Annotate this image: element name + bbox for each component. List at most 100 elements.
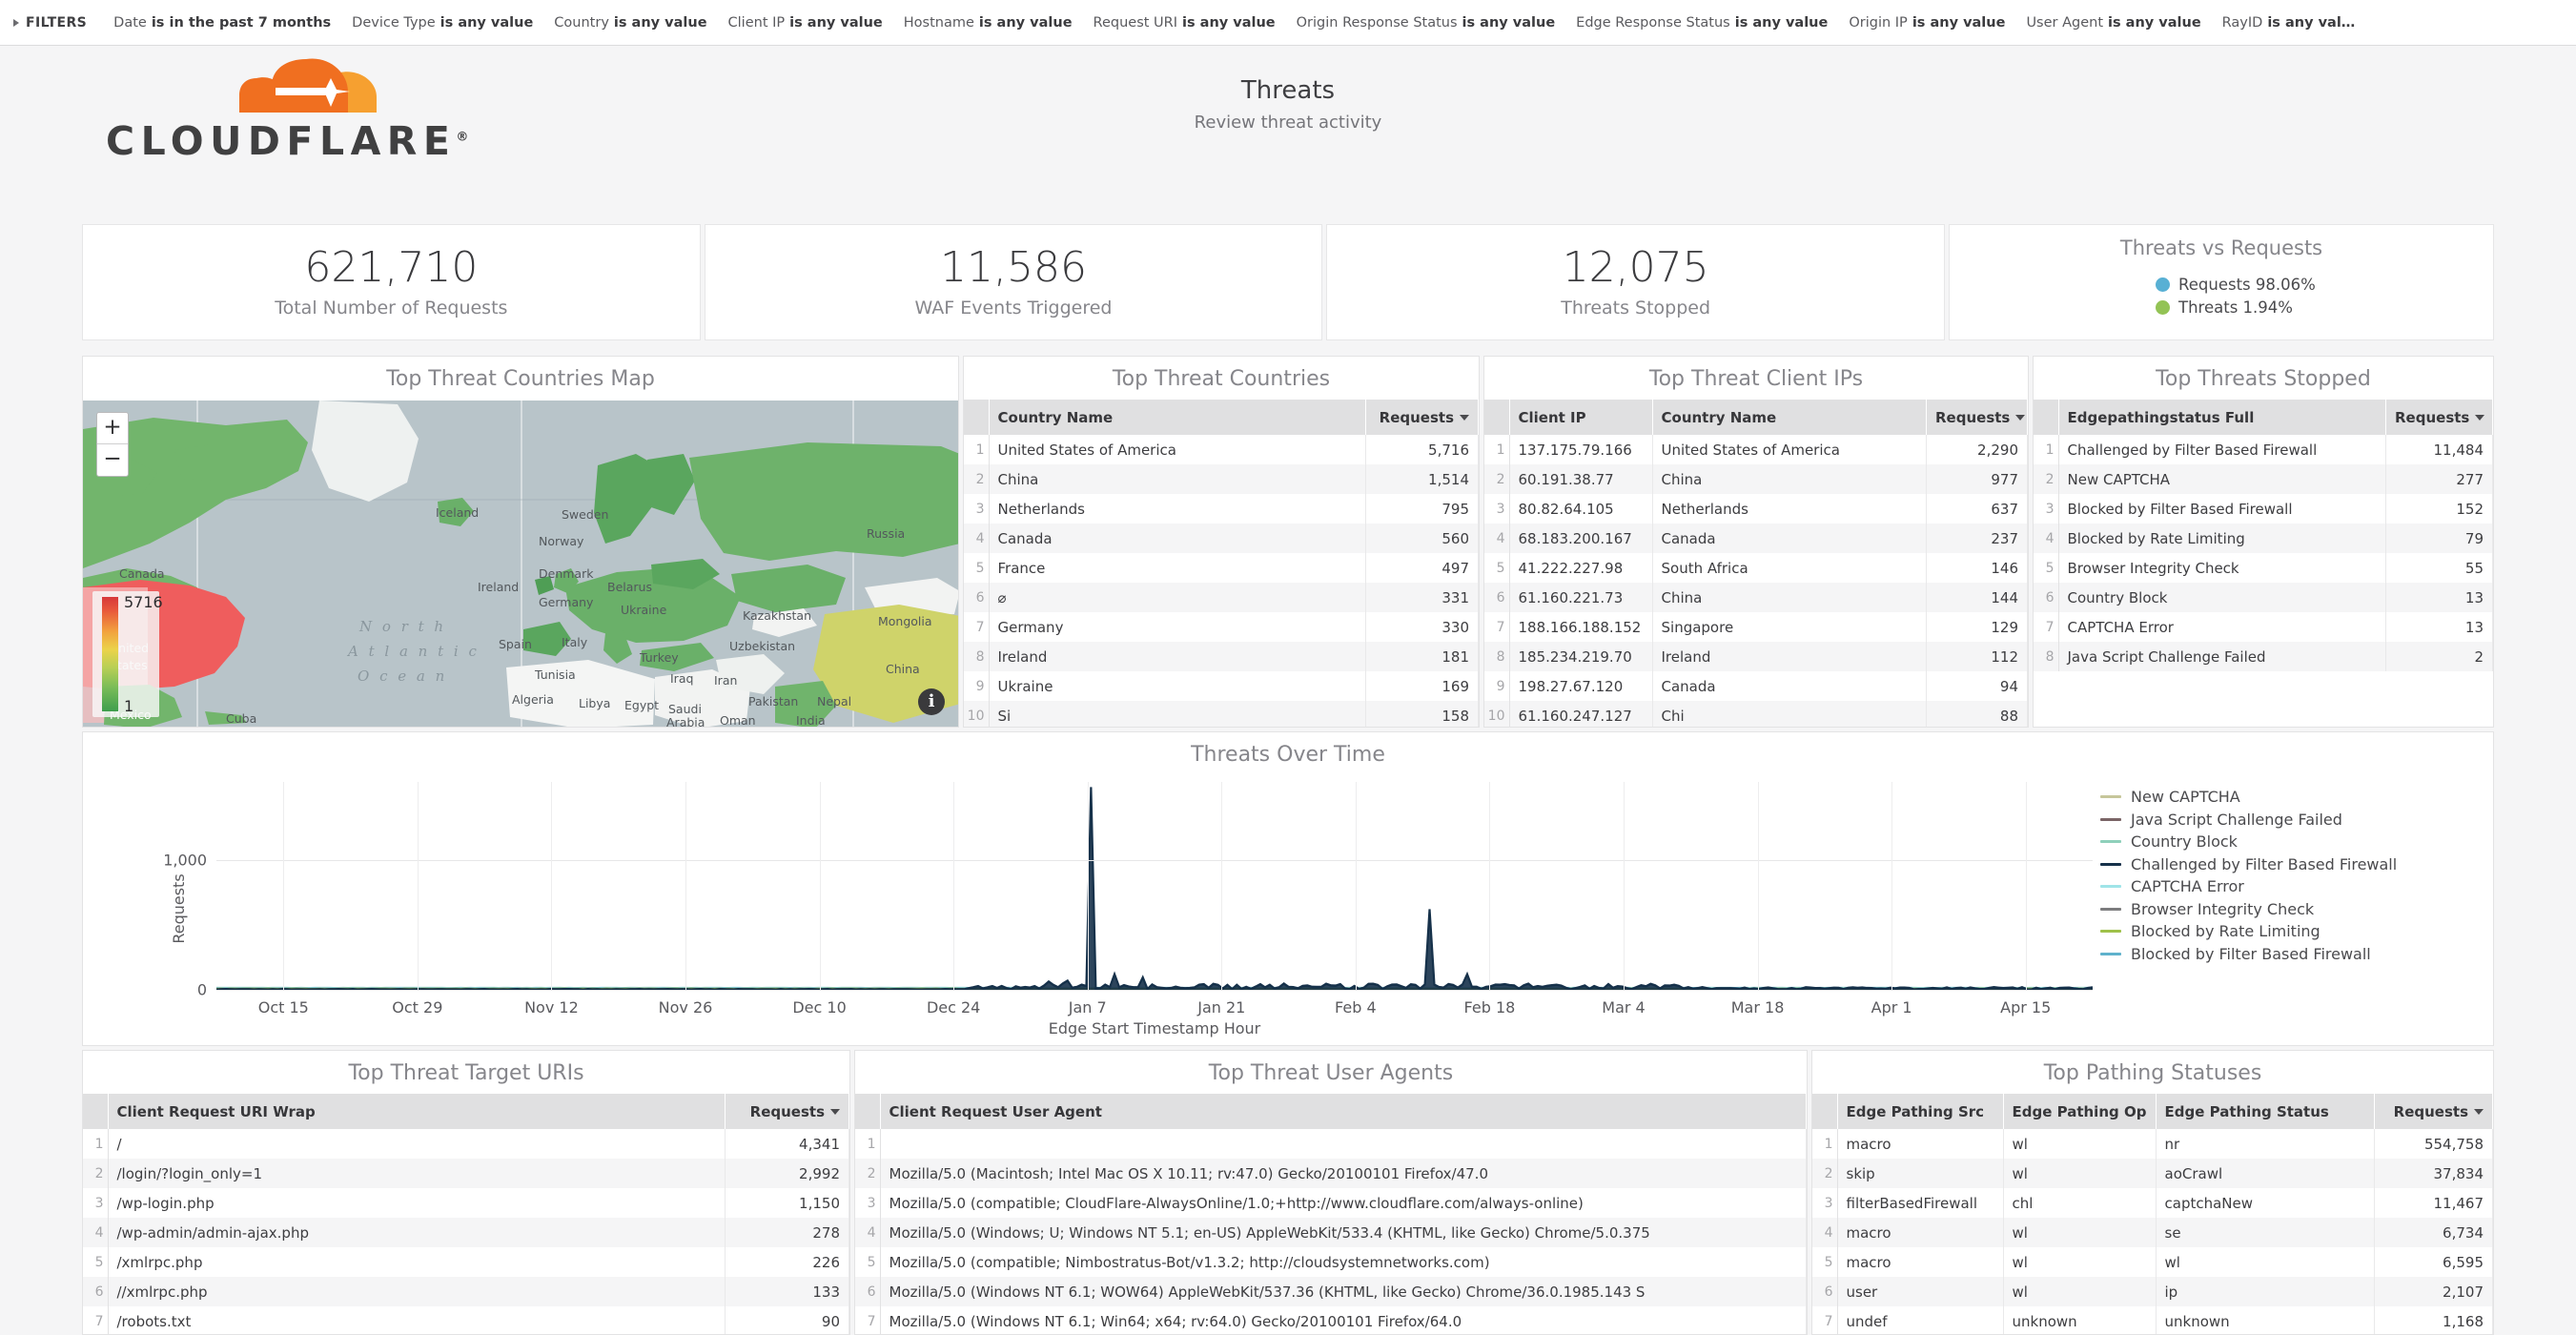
table-row[interactable]: 5 Mozilla/5.0 (compatible; Nimbostratus-B… — [855, 1247, 1807, 1277]
table-row[interactable]: 3 80.82.64.105 Netherlands 637 — [1484, 494, 2028, 524]
table-row[interactable]: 7/robots.txt 90 — [83, 1306, 849, 1334]
column-header-edge-pathing-status[interactable]: Edge Pathing Status — [2156, 1094, 2375, 1129]
table-row[interactable]: 4 68.183.200.167 Canada 237 — [1484, 524, 2028, 553]
chart-legend-item[interactable]: Blocked by Filter Based Firewall — [2100, 945, 2463, 963]
table-row[interactable]: 5 41.222.227.98 South Africa 146 — [1484, 553, 2028, 583]
filter-value-label[interactable]: is any val… — [2267, 14, 2356, 31]
filter-value-label[interactable]: is any value — [613, 14, 707, 31]
table-row[interactable]: 5 Browser Integrity Check 55 — [2034, 553, 2493, 583]
filter-chip-date[interactable]: Date is in the past 7 months — [113, 15, 331, 31]
table-row[interactable]: 8 185.234.219.70 Ireland 112 — [1484, 642, 2028, 671]
filter-chip-user-agent[interactable]: User Agent is any value — [2026, 15, 2200, 31]
filter-value-label[interactable]: is in the past 7 months — [151, 14, 332, 31]
table-scroll[interactable]: Client IP Country Name Requests 1 137.175… — [1484, 400, 2028, 727]
column-header-requests[interactable]: Requests — [2374, 1094, 2493, 1129]
table-row[interactable]: 3/wp-login.php 1,150 — [83, 1188, 849, 1218]
table-row[interactable]: 2 Mozilla/5.0 (Macintosh; Intel Mac OS X … — [855, 1159, 1807, 1188]
filter-chip-request-uri[interactable]: Request URI is any value — [1094, 15, 1276, 31]
filter-chip-hostname[interactable]: Hostname is any value — [904, 15, 1073, 31]
column-header-requests[interactable]: Requests — [725, 1094, 849, 1129]
filter-chip-device-type[interactable]: Device Type is any value — [352, 15, 533, 31]
table-row[interactable]: 7 Germany 330 — [964, 612, 1479, 642]
threats-vs-requests-panel[interactable]: Threats vs Requests Requests 98.06% Threa… — [1949, 224, 2495, 340]
table-scroll[interactable]: Client Request User Agent 1 2 Mozilla/5.0 … — [855, 1094, 1807, 1334]
table-row[interactable]: 2 60.191.38.77 China 977 — [1484, 464, 2028, 494]
filter-chip-rayid[interactable]: RayID is any val… — [2222, 15, 2356, 31]
table-scroll[interactable]: Client Request URI Wrap Requests 1/4,341… — [83, 1094, 849, 1334]
legend-item[interactable]: Threats 1.94% — [2156, 298, 2493, 317]
table-row[interactable]: 2 skip wl aoCrawl 37,834 — [1812, 1159, 2493, 1188]
column-header-requests[interactable]: Requests — [1926, 400, 2028, 435]
table-row[interactable]: 7 Mozilla/5.0 (Windows NT 6.1; Win64; x64… — [855, 1306, 1807, 1334]
table-row[interactable]: 6 61.160.221.73 China 144 — [1484, 583, 2028, 612]
table-row[interactable]: 8 Java Script Challenge Failed 2 — [2034, 642, 2493, 671]
chart-legend-item[interactable]: Challenged by Filter Based Firewall — [2100, 855, 2463, 873]
table-row[interactable]: 6//xmlrpc.php 133 — [83, 1277, 849, 1306]
column-header-client-request-uri-wrap[interactable]: Client Request URI Wrap — [108, 1094, 726, 1129]
table-row[interactable]: 3 filterBasedFirewall chl captchaNew 11,467 — [1812, 1188, 2493, 1218]
chart-legend[interactable]: New CAPTCHA Java Script Challenge Failed C… — [2100, 788, 2463, 967]
table-row[interactable]: 7 188.166.188.152 Singapore 129 — [1484, 612, 2028, 642]
table-row[interactable]: 5 France 497 — [964, 553, 1479, 583]
map-zoom-controls[interactable]: + − — [96, 412, 129, 477]
table-row[interactable]: 10 Si 158 — [964, 701, 1479, 727]
column-header-requests[interactable]: Requests — [2385, 400, 2493, 435]
filter-chip-edge-response-status[interactable]: Edge Response Status is any value — [1576, 15, 1828, 31]
filter-value-label[interactable]: is any value — [978, 14, 1073, 31]
filter-value-label[interactable]: is any value — [789, 14, 883, 31]
table-row[interactable]: 2/login/?login_only=1 2,992 — [83, 1159, 849, 1188]
column-header-edgepathingstatus-full[interactable]: Edgepathingstatus Full — [2058, 400, 2386, 435]
table-row[interactable]: 4 Blocked by Rate Limiting 79 — [2034, 524, 2493, 553]
table-row[interactable]: 1 macro wl nr 554,758 — [1812, 1129, 2493, 1159]
column-header-edge-pathing-src[interactable]: Edge Pathing Src — [1837, 1094, 2004, 1129]
table-row[interactable]: 3 Mozilla/5.0 (compatible; CloudFlare-Alw… — [855, 1188, 1807, 1218]
table-row[interactable]: 10 61.160.247.127 Chi 88 — [1484, 701, 2028, 727]
column-header-edge-pathing-op[interactable]: Edge Pathing Op — [2003, 1094, 2157, 1129]
info-icon[interactable]: i — [918, 688, 945, 715]
world-map[interactable]: Canada United States Mexico Cuba Iceland… — [83, 400, 958, 727]
table-row[interactable]: 6 Mozilla/5.0 (Windows NT 6.1; WOW64) App… — [855, 1277, 1807, 1306]
column-header-requests[interactable]: Requests — [1365, 400, 1479, 435]
table-row[interactable]: 4/wp-admin/admin-ajax.php 278 — [83, 1218, 849, 1247]
kpi-total-requests[interactable]: 621,710 Total Number of Requests — [82, 224, 701, 340]
table-row[interactable]: 5 macro wl wl 6,595 — [1812, 1247, 2493, 1277]
column-header-country-name[interactable]: Country Name — [1652, 400, 1927, 435]
filter-value-label[interactable]: is any value — [1734, 14, 1829, 31]
filter-value-label[interactable]: is any value — [440, 14, 534, 31]
map-canvas[interactable]: Canada United States Mexico Cuba Iceland… — [83, 400, 958, 727]
table-row[interactable]: 1 137.175.79.166 United States of America 2… — [1484, 435, 2028, 464]
chart-legend-item[interactable]: Blocked by Rate Limiting — [2100, 922, 2463, 940]
table-scroll[interactable]: Edgepathingstatus Full Requests 1 Challen… — [2034, 400, 2493, 727]
filter-chip-origin-ip[interactable]: Origin IP is any value — [1849, 15, 2005, 31]
table-row[interactable]: 1 United States of America 5,716 — [964, 435, 1479, 464]
table-row[interactable]: 2 New CAPTCHA 277 — [2034, 464, 2493, 494]
chart-legend-item[interactable]: Browser Integrity Check — [2100, 900, 2463, 918]
column-header-country-name[interactable]: Country Name — [989, 400, 1366, 435]
table-row[interactable]: 5/xmlrpc.php 226 — [83, 1247, 849, 1277]
table-row[interactable]: 3 Netherlands 795 — [964, 494, 1479, 524]
table-row[interactable]: 7 CAPTCHA Error 13 — [2034, 612, 2493, 642]
filter-chip-client-ip[interactable]: Client IP is any value — [728, 15, 883, 31]
chart-legend-item[interactable]: New CAPTCHA — [2100, 788, 2463, 806]
table-row[interactable]: 9 Ukraine 169 — [964, 671, 1479, 701]
kpi-waf-events[interactable]: 11,586 WAF Events Triggered — [704, 224, 1323, 340]
chart-area[interactable]: Requests 0 1,000 Oct 15 Oct 29 Nov 12 Nov 26 D… — [83, 772, 2493, 1045]
table-scroll[interactable]: Country Name Requests 1 United States of … — [964, 400, 1479, 727]
kpi-threats-stopped[interactable]: 12,075 Threats Stopped — [1326, 224, 1946, 340]
table-row[interactable]: 6 Country Block 13 — [2034, 583, 2493, 612]
table-row[interactable]: 9 198.27.67.120 Canada 94 — [1484, 671, 2028, 701]
column-header-client-ip[interactable]: Client IP — [1509, 400, 1653, 435]
filter-chip-origin-response-status[interactable]: Origin Response Status is any value — [1297, 15, 1556, 31]
map-zoom-in-button[interactable]: + — [97, 413, 128, 444]
table-row[interactable]: 7 undef unknown unknown 1,168 — [1812, 1306, 2493, 1334]
filter-value-label[interactable]: is any value — [1462, 14, 1556, 31]
legend-item[interactable]: Requests 98.06% — [2156, 276, 2493, 294]
filter-chip-country[interactable]: Country is any value — [554, 15, 706, 31]
table-row[interactable]: 4 macro wl se 6,734 — [1812, 1218, 2493, 1247]
table-row[interactable]: 1/4,341 — [83, 1129, 849, 1159]
column-header-client-request-user-agent[interactable]: Client Request User Agent — [880, 1094, 1807, 1129]
table-row[interactable]: 1 Challenged by Filter Based Firewall 11,4… — [2034, 435, 2493, 464]
filter-value-label[interactable]: is any value — [2108, 14, 2201, 31]
table-row[interactable]: 1 — [855, 1129, 1807, 1159]
map-zoom-out-button[interactable]: − — [103, 446, 122, 471]
